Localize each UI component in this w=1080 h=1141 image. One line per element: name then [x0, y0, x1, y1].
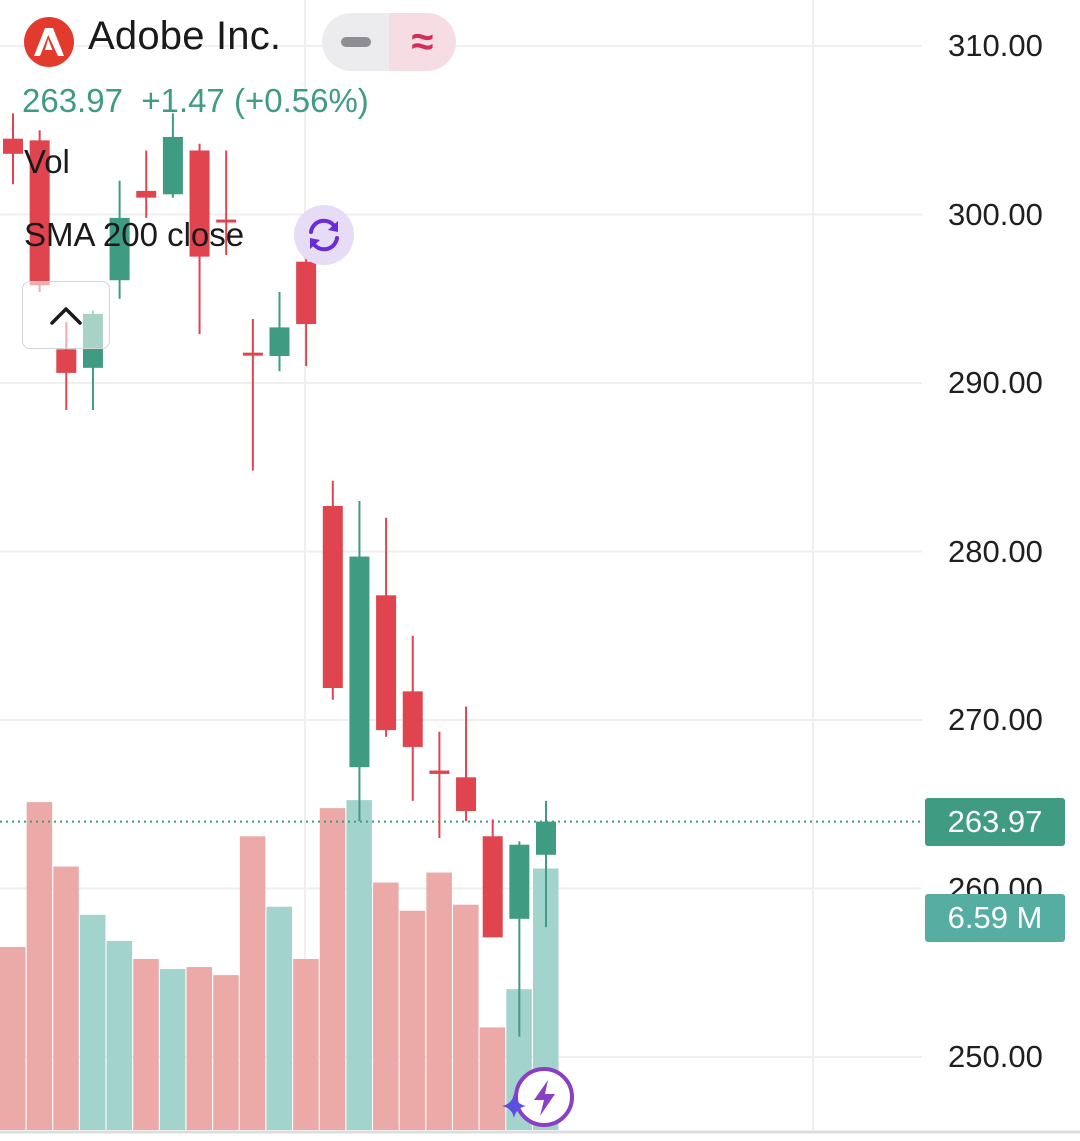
symbol-title[interactable]: Adobe Inc. — [88, 14, 282, 58]
volume-bar — [319, 808, 346, 1130]
legend-overlay: Adobe Inc. ≈ 263.97 +1.47 (+0.56%) Vol S… — [0, 0, 900, 400]
assistant-button[interactable] — [500, 1066, 578, 1130]
volume-bar — [213, 975, 239, 1130]
volume-bar — [106, 940, 133, 1130]
minus-icon — [340, 37, 371, 47]
candle-body — [136, 190, 157, 198]
candle-body — [296, 261, 317, 325]
candle-body — [109, 217, 130, 281]
y-tick-label: 280.00 — [948, 533, 1043, 569]
y-tick-label: 290.00 — [948, 365, 1043, 400]
volume-bar — [159, 969, 186, 1130]
candle-body — [509, 844, 530, 919]
sma-indicator-label[interactable]: SMA 200 close — [24, 216, 245, 253]
volume-bar — [53, 866, 79, 1130]
candle-body — [3, 138, 23, 154]
collapse-legend-button[interactable] — [22, 281, 110, 349]
last-price: 263.97 — [22, 82, 123, 119]
candle-body — [456, 777, 477, 811]
volume-indicator-label[interactable]: Vol — [24, 143, 70, 180]
candle-body — [56, 349, 77, 373]
volume-bar — [0, 946, 26, 1130]
volume-bar — [479, 1027, 506, 1130]
volume-bar — [133, 959, 159, 1130]
candle-body — [189, 150, 210, 257]
approx-wave-icon: ≈ — [411, 19, 434, 64]
y-tick-label: 310.00 — [948, 28, 1043, 63]
volume-bar — [266, 906, 292, 1130]
volume-bar — [373, 882, 399, 1130]
price-axis[interactable]: 310.00 300.00 290.00 280.00 270.00 260.00 250.… — [922, 0, 1080, 1141]
refresh-button[interactable] — [294, 205, 354, 265]
price-quote: 263.97 +1.47 (+0.56%) — [22, 82, 369, 120]
candle-body — [376, 595, 397, 731]
legend-toggle-group: ≈ — [322, 13, 456, 71]
candle-body — [536, 821, 556, 855]
candle-body — [29, 140, 50, 286]
volume-badge: 6.59 M — [925, 894, 1065, 942]
price-change-percent: (+0.56%) — [233, 82, 369, 119]
volume-bar — [453, 904, 479, 1130]
volume-bar — [26, 802, 53, 1130]
candle-body — [402, 691, 423, 747]
candle-body — [242, 352, 263, 356]
volume-bar — [186, 967, 213, 1130]
sparkle-lightning-icon — [502, 1067, 574, 1127]
volume-bar — [293, 959, 319, 1130]
candle-body — [216, 219, 237, 223]
volume-bar — [79, 914, 106, 1130]
volume-bar — [346, 800, 372, 1130]
candle-body — [162, 136, 183, 195]
candle-body — [429, 770, 450, 774]
candle-body — [269, 327, 290, 357]
price-change: +1.47 — [141, 82, 225, 119]
candle-body — [482, 836, 503, 938]
compare-button[interactable]: ≈ — [389, 13, 456, 71]
volume-bar — [239, 836, 266, 1130]
candle-body — [349, 556, 370, 768]
adobe-logo-icon — [24, 17, 74, 67]
y-tick-label: 270.00 — [948, 702, 1043, 737]
y-tick-label: 250.00 — [948, 1039, 1043, 1074]
refresh-icon — [309, 218, 339, 252]
candle-body — [322, 506, 343, 688]
chevron-up-icon — [50, 307, 82, 325]
volume-bar — [399, 910, 426, 1130]
minimize-legend-button[interactable] — [322, 13, 389, 71]
y-tick-label: 300.00 — [948, 196, 1043, 232]
last-price-badge: 263.97 — [925, 797, 1065, 846]
volume-bar — [426, 872, 452, 1130]
